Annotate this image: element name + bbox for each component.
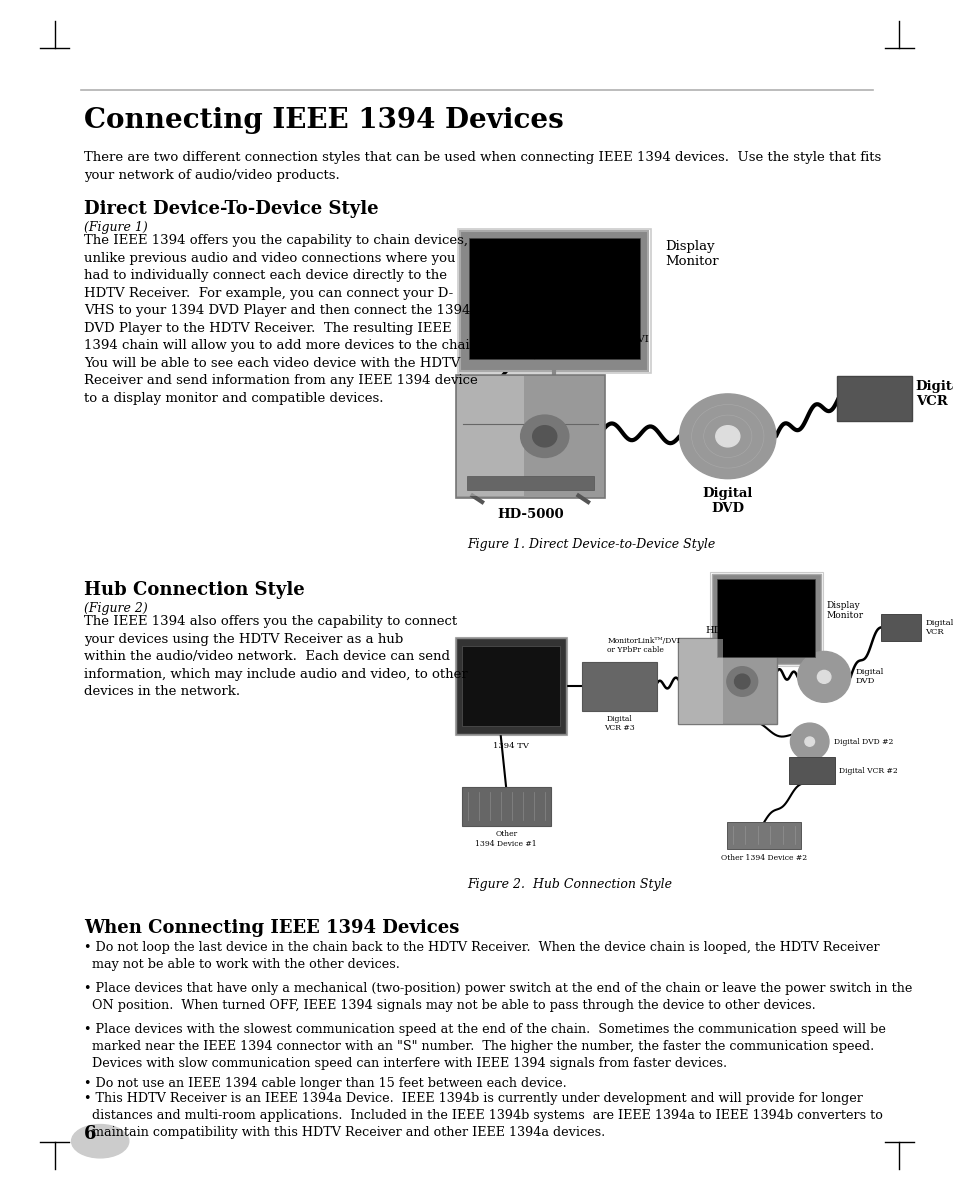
FancyBboxPatch shape — [789, 757, 834, 784]
FancyBboxPatch shape — [461, 646, 559, 726]
Text: MonitorLinkᵀᴹ/DVI
or YPbPr cable: MonitorLinkᵀᴹ/DVI or YPbPr cable — [607, 637, 679, 653]
Text: Digital VCR #2: Digital VCR #2 — [838, 766, 897, 775]
Circle shape — [726, 666, 757, 696]
FancyBboxPatch shape — [678, 639, 777, 725]
FancyBboxPatch shape — [456, 376, 523, 496]
Text: Direct Device-To-Device Style: Direct Device-To-Device Style — [84, 200, 378, 218]
Text: There are two different connection styles that can be used when connecting IEEE : There are two different connection style… — [84, 151, 881, 182]
Text: Digital DVD #2: Digital DVD #2 — [833, 738, 892, 746]
FancyBboxPatch shape — [466, 476, 594, 490]
Circle shape — [804, 737, 814, 746]
Text: • Do not use an IEEE 1394 cable longer than 15 feet between each device.: • Do not use an IEEE 1394 cable longer t… — [84, 1077, 566, 1090]
Text: The IEEE 1394 offers you the capability to chain devices,
unlike previous audio : The IEEE 1394 offers you the capability … — [84, 234, 482, 405]
Circle shape — [532, 426, 557, 447]
Text: MonitorLinkᵀᴹ/DVI
or YPbPr cable: MonitorLinkᵀᴹ/DVI or YPbPr cable — [549, 334, 649, 353]
FancyBboxPatch shape — [581, 662, 657, 710]
FancyBboxPatch shape — [460, 231, 648, 370]
Text: Hub Connection Style: Hub Connection Style — [84, 581, 304, 599]
Circle shape — [817, 670, 830, 683]
Text: Other
1394 Device #1: Other 1394 Device #1 — [475, 831, 537, 847]
FancyBboxPatch shape — [679, 639, 722, 724]
Text: (Figure 2): (Figure 2) — [84, 602, 148, 615]
Text: • This HDTV Receiver is an IEEE 1394a Device.  IEEE 1394b is currently under dev: • This HDTV Receiver is an IEEE 1394a De… — [84, 1092, 882, 1139]
Text: Digital
VCR #3: Digital VCR #3 — [603, 715, 634, 732]
Text: Digital
DVD: Digital DVD — [855, 669, 882, 685]
Text: Digital
VCR: Digital VCR — [924, 619, 953, 635]
Text: • Place devices that have only a mechanical (two-position) power switch at the e: • Place devices that have only a mechani… — [84, 982, 911, 1012]
Text: HD-5000: HD-5000 — [497, 508, 563, 521]
FancyBboxPatch shape — [711, 574, 820, 664]
Circle shape — [790, 724, 828, 760]
FancyBboxPatch shape — [461, 787, 550, 826]
Text: 6: 6 — [84, 1125, 96, 1142]
FancyBboxPatch shape — [726, 821, 801, 848]
Text: HD-5000: HD-5000 — [705, 626, 749, 635]
Circle shape — [715, 426, 740, 447]
Circle shape — [679, 394, 775, 478]
Text: Figure 1. Direct Device-to-Device Style: Figure 1. Direct Device-to-Device Style — [467, 538, 715, 551]
FancyBboxPatch shape — [717, 578, 815, 657]
Text: Digital
DVD: Digital DVD — [701, 487, 752, 515]
FancyBboxPatch shape — [880, 614, 921, 640]
Text: • Do not loop the last device in the chain back to the HDTV Receiver.  When the : • Do not loop the last device in the cha… — [84, 941, 879, 971]
Text: • Place devices with the slowest communication speed at the end of the chain.  S: • Place devices with the slowest communi… — [84, 1023, 885, 1070]
Text: When Connecting IEEE 1394 Devices: When Connecting IEEE 1394 Devices — [84, 919, 458, 937]
Text: Figure 2.  Hub Connection Style: Figure 2. Hub Connection Style — [467, 878, 672, 891]
Circle shape — [520, 415, 568, 457]
Circle shape — [734, 674, 749, 689]
Text: (Figure 1): (Figure 1) — [84, 221, 148, 234]
Text: Other 1394 Device #2: Other 1394 Device #2 — [720, 853, 806, 862]
Circle shape — [797, 651, 850, 702]
Text: The IEEE 1394 also offers you the capability to connect
your devices using the H: The IEEE 1394 also offers you the capabi… — [84, 615, 467, 699]
FancyBboxPatch shape — [456, 375, 604, 497]
Text: 1394 TV: 1394 TV — [493, 741, 528, 750]
Text: Display
Monitor: Display Monitor — [825, 601, 862, 620]
FancyBboxPatch shape — [469, 238, 639, 358]
Text: Display
Monitor: Display Monitor — [664, 240, 718, 268]
FancyBboxPatch shape — [837, 376, 911, 420]
Text: Digital
VCR: Digital VCR — [915, 380, 953, 408]
FancyBboxPatch shape — [456, 638, 565, 734]
Text: Connecting IEEE 1394 Devices: Connecting IEEE 1394 Devices — [84, 107, 563, 134]
